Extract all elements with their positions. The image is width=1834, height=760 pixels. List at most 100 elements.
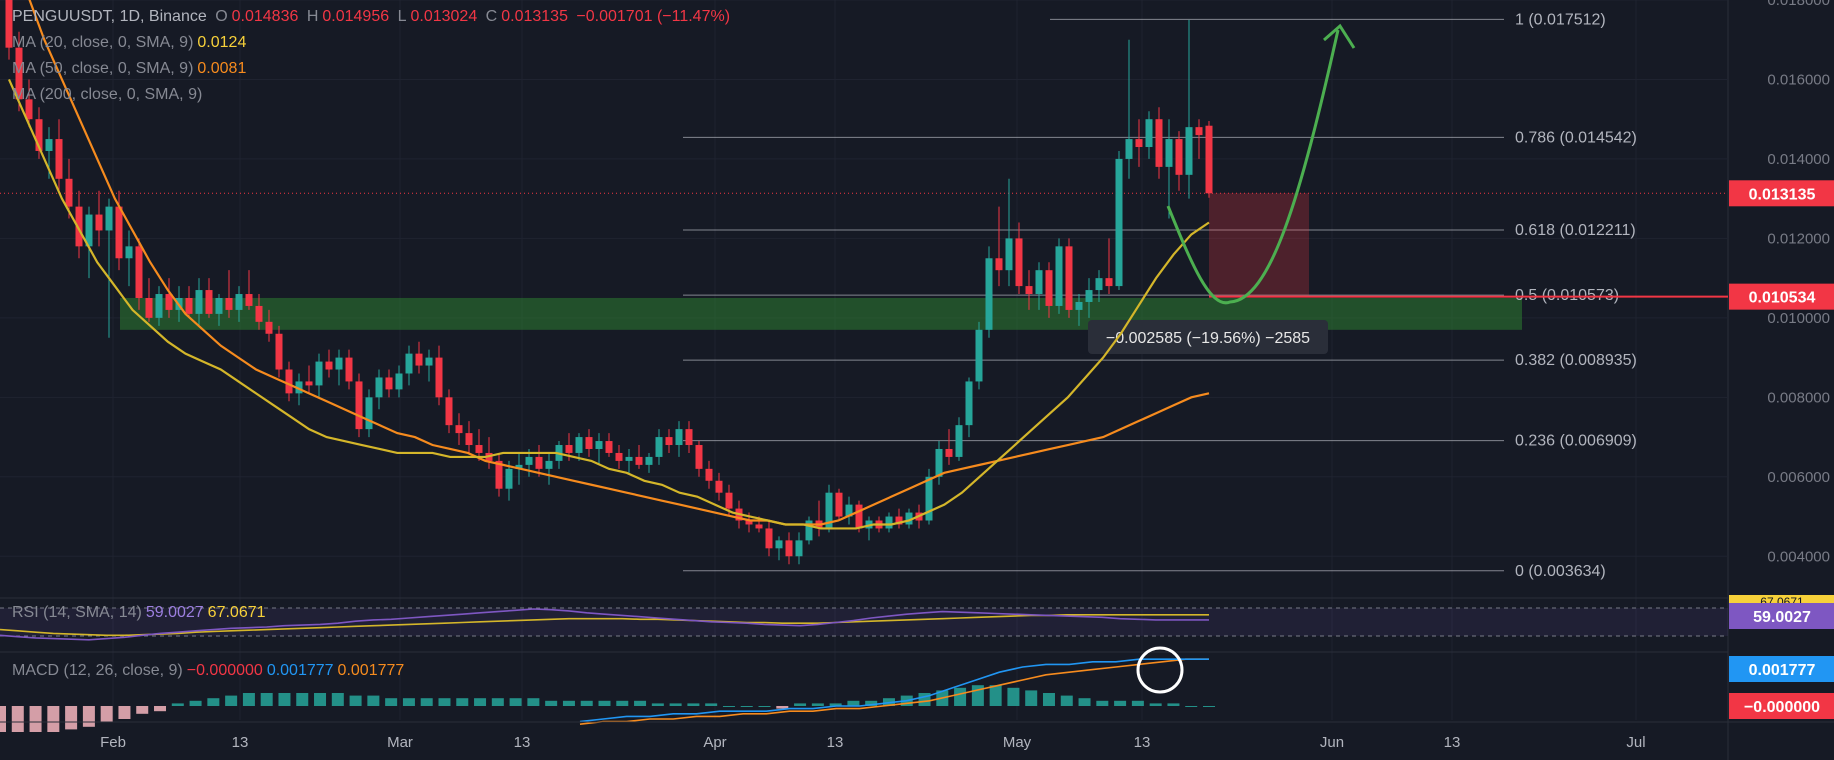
candle-body (345, 357, 353, 382)
macd-hist-bar (829, 703, 842, 706)
candle-body (895, 516, 903, 525)
macd-hist-bar (278, 693, 291, 706)
price-tick-label: 0.014000 (1767, 151, 1830, 168)
macd-hist-bar (296, 693, 309, 706)
ma50-value: 0.0081 (197, 60, 247, 77)
fib-level-label: 0.382 (0.008935) (1515, 352, 1637, 369)
candle-body (75, 206, 83, 247)
time-tick-label: 13 (232, 734, 249, 751)
macd-hist-bar (669, 703, 682, 706)
change-value: −0.001701 (−11.47%) (576, 8, 731, 25)
candle-body (55, 139, 63, 179)
candle-body (185, 298, 193, 314)
macd-hist-bar (491, 698, 504, 706)
candle-body (795, 540, 803, 557)
candle-body (405, 353, 413, 374)
candle-body (975, 329, 983, 382)
candle-body (275, 333, 283, 370)
macd-hist-bar (758, 706, 771, 707)
candle-body (505, 468, 513, 489)
time-tick-label: 13 (1444, 734, 1461, 751)
candle-body (315, 361, 323, 386)
macd-hist-bar (456, 698, 469, 706)
candle-body (785, 540, 793, 557)
macd-line (579, 658, 1209, 723)
candle-body (595, 441, 603, 449)
ma50-line (28, 0, 1210, 526)
candle-body (395, 373, 403, 390)
fib-level-label: 0.786 (0.014542) (1515, 129, 1637, 146)
target-price-badge-box (1729, 283, 1834, 310)
candle-body (545, 460, 553, 469)
macd-hist-bar (385, 698, 398, 706)
candle-body (1025, 286, 1033, 295)
highlight-circle (1136, 646, 1184, 694)
candle-body (125, 246, 133, 259)
candle-body (1005, 238, 1013, 271)
candle-body (1085, 290, 1093, 302)
current-price-badge-box (1729, 180, 1834, 207)
candle-body (475, 445, 483, 453)
macd-hist-bar (331, 693, 344, 706)
candle-body (155, 294, 163, 318)
candle-body (205, 290, 213, 314)
macd-hist-bar (1114, 700, 1127, 706)
ma200-legend[interactable]: MA (200, close, 0, SMA, 9) (12, 86, 206, 104)
candle-body (145, 298, 153, 318)
candle-body (535, 456, 543, 469)
macd-hist-bar (0, 706, 6, 732)
macd-hist-bar (1203, 706, 1215, 707)
candle-body (685, 429, 693, 446)
candle-body (1065, 246, 1073, 310)
candle-body (335, 357, 343, 370)
candle-body (625, 456, 633, 461)
candle-body (1015, 238, 1023, 287)
measure-tooltip-text: −0.002585 (−19.56%) −2585 (1106, 330, 1310, 347)
macd-label: MACD (12, 26, close, 9) (12, 662, 183, 679)
measure-tooltip-box (1088, 320, 1328, 354)
candle-body (1135, 139, 1143, 148)
candle-body (465, 433, 473, 446)
candle-body (1155, 119, 1163, 167)
macd-line-badge: 0.001777 (1749, 662, 1816, 679)
ma20-legend[interactable]: MA (20, close, 0, SMA, 9) 0.0124 (12, 34, 250, 52)
macd-hist-bar (314, 693, 327, 706)
time-tick-label: 13 (514, 734, 531, 751)
fib-level-label: 0.236 (0.006909) (1515, 433, 1637, 450)
macd-legend[interactable]: MACD (12, 26, close, 9) −0.000000 0.001777… (12, 662, 408, 680)
rsi-legend[interactable]: RSI (14, SMA, 14) 59.0027 67.0671 (12, 604, 270, 622)
macd-hist-bar (189, 700, 202, 706)
close-value: 0.013135 (501, 8, 568, 25)
macd-hist-bar (438, 698, 451, 706)
fib-level-label: 0.5 (0.010573) (1515, 287, 1619, 304)
macd-hist-bar (954, 687, 967, 706)
time-tick-label: Jun (1320, 734, 1344, 751)
projection-arrow (1166, 29, 1340, 305)
macd-hist-bar (1131, 700, 1144, 706)
candle-body (365, 397, 373, 430)
candle-body (565, 445, 573, 453)
candle-body (165, 294, 173, 310)
ma20-label: MA (20, close, 0, SMA, 9) (12, 34, 194, 51)
macd-hist-bar (1167, 703, 1180, 706)
candle-body (985, 258, 993, 330)
ma50-legend[interactable]: MA (50, close, 0, SMA, 9) 0.0081 (12, 60, 250, 78)
candle-body (575, 437, 583, 453)
candle-body (705, 468, 713, 481)
macd-hist-bar (11, 706, 24, 732)
macd-hist-bar (118, 706, 131, 719)
rsi-label: RSI (14, SMA, 14) (12, 604, 142, 621)
macd-hist-bar (100, 706, 113, 722)
macd-hist-bar (171, 703, 184, 706)
macd-hist-bar (47, 706, 60, 732)
low-value: 0.013024 (410, 8, 478, 25)
time-tick-label: Jul (1626, 734, 1645, 751)
fib-level-label: 1 (0.017512) (1515, 11, 1606, 28)
candle-body (775, 540, 783, 549)
price-tick-label: 0.012000 (1767, 230, 1830, 247)
candle-body (765, 528, 773, 549)
macd-hist-bar (1007, 687, 1020, 706)
candle-body (905, 512, 913, 525)
candle-body (835, 492, 843, 517)
